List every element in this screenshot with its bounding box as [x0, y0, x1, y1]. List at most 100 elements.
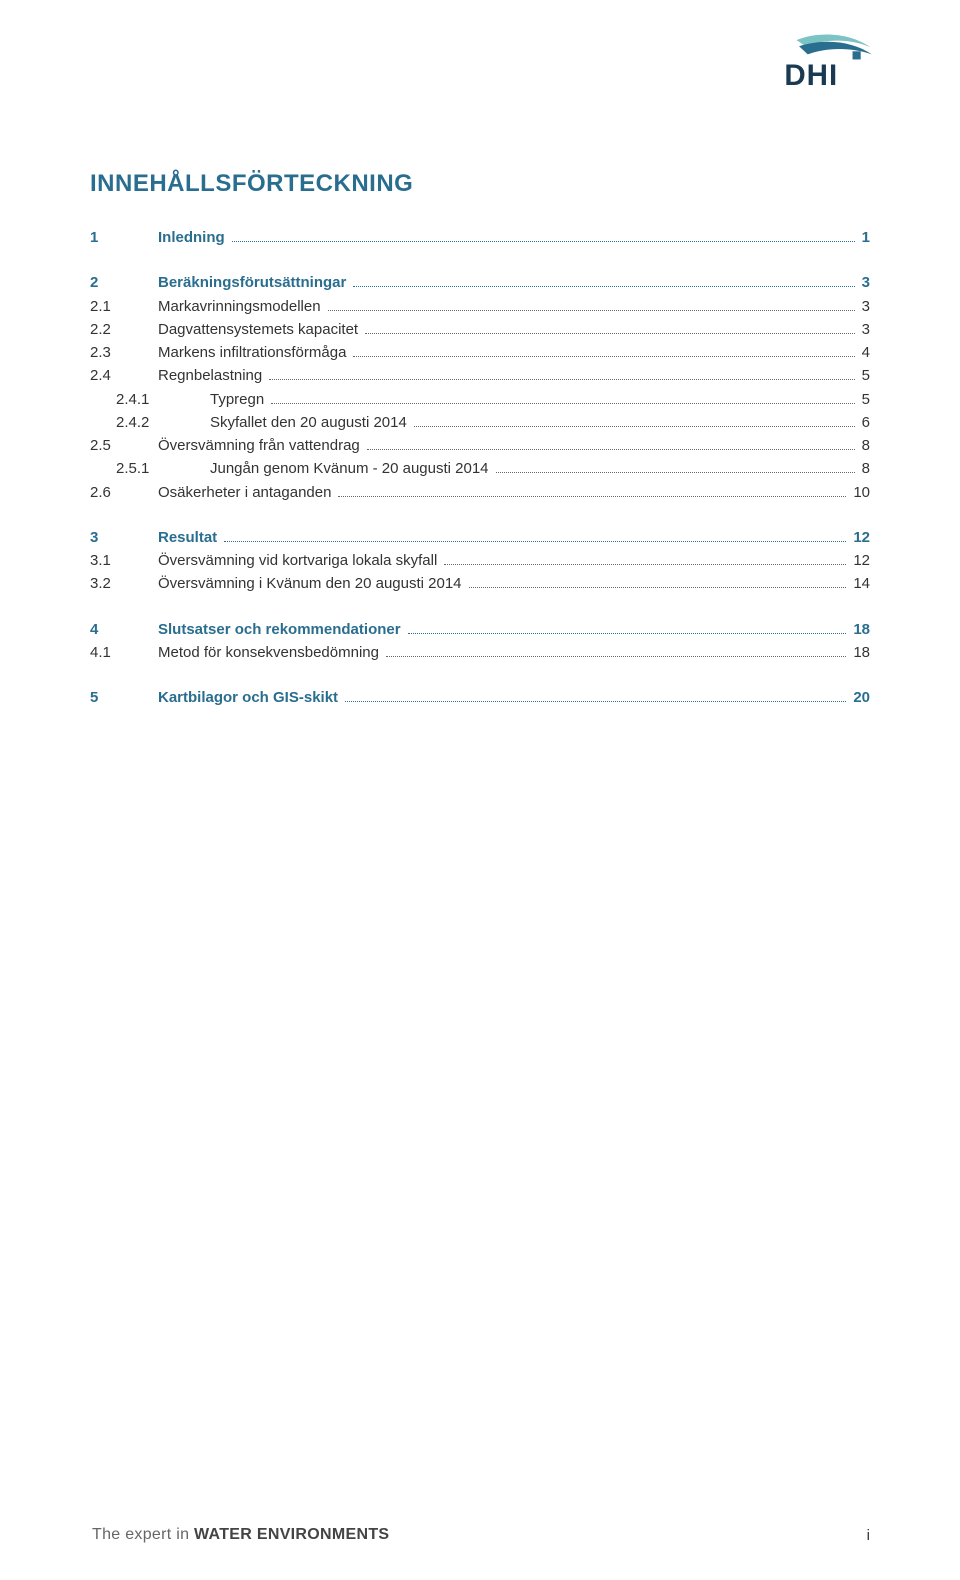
toc-page-number: 5	[858, 364, 870, 387]
toc-page-number: 4	[858, 341, 870, 364]
toc-page-number: 6	[858, 411, 870, 434]
toc-row: 3.1Översvämning vid kortvariga lokala sk…	[90, 549, 870, 572]
toc-text: Markens infiltrationsförmåga	[158, 341, 350, 364]
toc-leader-dots	[386, 656, 846, 657]
toc-page-number: 1	[858, 226, 870, 249]
toc-text: Jungån genom Kvänum - 20 augusti 2014	[210, 457, 493, 480]
toc-text: Typregn	[210, 388, 268, 411]
toc-leader-dots	[224, 541, 846, 542]
toc-page-number: 3	[858, 271, 870, 294]
toc-row: 2.6Osäkerheter i antaganden 10	[90, 481, 870, 504]
dhi-logo: DHI	[762, 34, 882, 90]
toc-leader-dots	[469, 587, 847, 588]
toc-block: 4Slutsatser och rekommendationer184.1Met…	[90, 618, 870, 665]
toc-leader-dots	[353, 286, 854, 287]
toc-row: 2.5Översvämning från vattendrag 8	[90, 434, 870, 457]
toc-leader-dots	[367, 449, 855, 450]
toc-number: 1	[90, 226, 158, 249]
toc-page-number: 8	[858, 434, 870, 457]
toc-text: Översvämning från vattendrag	[158, 434, 364, 457]
toc-text: Kartbilagor och GIS-skikt	[158, 686, 342, 709]
toc-page-number: 12	[849, 526, 870, 549]
dhi-logo-svg: DHI	[762, 34, 882, 90]
toc-leader-dots	[414, 426, 855, 427]
toc-text: Markavrinningsmodellen	[158, 295, 325, 318]
toc-number: 3.1	[90, 549, 158, 572]
toc-number: 2.5	[90, 434, 158, 457]
toc-text: Översvämning i Kvänum den 20 augusti 201…	[158, 572, 466, 595]
toc-number: 2.4.2	[90, 411, 210, 434]
toc-leader-dots	[271, 403, 854, 404]
toc-text: Slutsatser och rekommendationer	[158, 618, 405, 641]
toc-leader-dots	[353, 356, 854, 357]
toc-number: 3	[90, 526, 158, 549]
toc-row: 4.1Metod för konsekvensbedömning 18	[90, 641, 870, 664]
toc-page-number: 20	[849, 686, 870, 709]
toc-text: Beräkningsförutsättningar	[158, 271, 350, 294]
page-footer: The expert in WATER ENVIRONMENTS i	[92, 1526, 870, 1544]
toc-row: 2.2Dagvattensystemets kapacitet 3	[90, 318, 870, 341]
toc-page-number: 10	[849, 481, 870, 504]
toc-text: Dagvattensystemets kapacitet	[158, 318, 362, 341]
toc-leader-dots	[269, 379, 854, 380]
footer-tag-bold: WATER ENVIRONMENTS	[194, 1526, 389, 1543]
toc-row: 2Beräkningsförutsättningar 3	[90, 271, 870, 294]
toc-block: 2Beräkningsförutsättningar32.1Markavrinn…	[90, 271, 870, 504]
toc-leader-dots	[328, 310, 855, 311]
toc-row: 2.5.1Jungån genom Kvänum - 20 augusti 20…	[90, 457, 870, 480]
table-of-contents: 1Inledning12Beräkningsförutsättningar32.…	[90, 226, 870, 709]
toc-leader-dots	[444, 564, 846, 565]
toc-number: 5	[90, 686, 158, 709]
toc-leader-dots	[338, 496, 846, 497]
toc-number: 2.3	[90, 341, 158, 364]
logo-square	[853, 51, 861, 59]
toc-page-number: 8	[858, 457, 870, 480]
toc-page-number: 3	[858, 318, 870, 341]
toc-row: 2.4.1Typregn5	[90, 388, 870, 411]
toc-page-number: 18	[849, 641, 870, 664]
footer-tag-plain: The expert in	[92, 1526, 194, 1543]
toc-text: Översvämning vid kortvariga lokala skyfa…	[158, 549, 441, 572]
toc-page-number: 12	[849, 549, 870, 572]
toc-number: 3.2	[90, 572, 158, 595]
toc-text: Regnbelastning	[158, 364, 266, 387]
toc-number: 2.5.1	[90, 457, 210, 480]
toc-title: INNEHÅLLSFÖRTECKNING	[90, 170, 870, 198]
logo-text: DHI	[784, 59, 838, 90]
toc-row: 4Slutsatser och rekommendationer 18	[90, 618, 870, 641]
toc-text: Osäkerheter i antaganden	[158, 481, 335, 504]
toc-text: Inledning	[158, 226, 229, 249]
toc-page-number: 18	[849, 618, 870, 641]
toc-leader-dots	[232, 241, 855, 242]
toc-block: 1Inledning1	[90, 226, 870, 249]
toc-block: 3Resultat123.1Översvämning vid kortvarig…	[90, 526, 870, 596]
footer-page-number: i	[867, 1527, 870, 1544]
toc-number: 4.1	[90, 641, 158, 664]
toc-number: 2	[90, 271, 158, 294]
toc-row: 2.1Markavrinningsmodellen 3	[90, 295, 870, 318]
toc-leader-dots	[496, 472, 855, 473]
toc-number: 2.4.1	[90, 388, 210, 411]
toc-row: 5Kartbilagor och GIS-skikt 20	[90, 686, 870, 709]
toc-text: Metod för konsekvensbedömning	[158, 641, 383, 664]
document-page: DHI INNEHÅLLSFÖRTECKNING 1Inledning12Ber…	[0, 0, 960, 1580]
toc-page-number: 3	[858, 295, 870, 318]
toc-row: 3Resultat 12	[90, 526, 870, 549]
toc-block: 5Kartbilagor och GIS-skikt 20	[90, 686, 870, 709]
toc-text: Resultat	[158, 526, 221, 549]
toc-row: 2.4.2Skyfallet den 20 augusti 2014 6	[90, 411, 870, 434]
toc-number: 4	[90, 618, 158, 641]
toc-number: 2.6	[90, 481, 158, 504]
toc-row: 2.3Markens infiltrationsförmåga 4	[90, 341, 870, 364]
toc-leader-dots	[345, 701, 846, 702]
toc-leader-dots	[365, 333, 855, 334]
toc-page-number: 14	[849, 572, 870, 595]
toc-text: Skyfallet den 20 augusti 2014	[210, 411, 411, 434]
toc-row: 3.2Översvämning i Kvänum den 20 augusti …	[90, 572, 870, 595]
toc-number: 2.2	[90, 318, 158, 341]
toc-number: 2.4	[90, 364, 158, 387]
footer-tagline: The expert in WATER ENVIRONMENTS	[92, 1526, 389, 1544]
toc-number: 2.1	[90, 295, 158, 318]
toc-leader-dots	[408, 633, 847, 634]
toc-row: 1Inledning1	[90, 226, 870, 249]
